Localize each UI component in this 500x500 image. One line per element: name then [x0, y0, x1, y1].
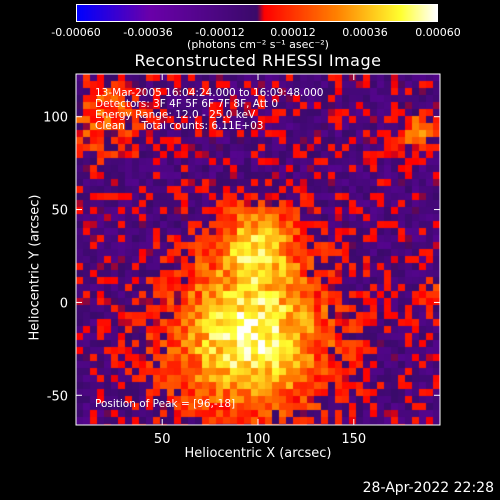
y-tick-label: 0 [60, 296, 68, 311]
annotation-clean: Clean Total counts: 6.11E+03 [95, 120, 264, 132]
colorbar-tick: -0.00060 [51, 26, 101, 39]
x-tick-label: 150 [341, 432, 366, 447]
x-tick-label: 50 [154, 432, 171, 447]
annotation-energy: Energy Range: 12.0 - 25.0 keV [95, 109, 256, 121]
chart-title: Reconstructed RHESSI Image [134, 51, 382, 70]
colorbar-gradient [77, 5, 437, 21]
x-axis-label: Heliocentric X (arcsec) [184, 446, 332, 461]
colorbar-tick: -0.00012 [195, 26, 245, 39]
timestamp: 28-Apr-2022 22:28 [362, 480, 494, 496]
y-tick-label: 50 [51, 204, 68, 219]
y-tick-label: -50 [47, 389, 68, 404]
colorbar-tick: -0.00036 [123, 26, 173, 39]
heatmap-image [76, 74, 440, 425]
y-tick-label: 100 [43, 111, 68, 126]
annotation-time: 13-Mar-2005 16:04:24.000 to 16:09:48.000 [95, 87, 324, 99]
y-axis-label: Heliocentric Y (arcsec) [27, 194, 43, 341]
x-tick-label: 100 [246, 432, 271, 447]
colorbar-units: (photons cm⁻² s⁻¹ asec⁻²) [187, 38, 329, 51]
peak-position-label: Position of Peak = [96,-18] [95, 398, 236, 410]
colorbar-tick: 0.00036 [342, 26, 388, 39]
annotation-detectors: Detectors: 3F 4F 5F 6F 7F 8F, Att 0 [95, 98, 279, 110]
colorbar-tick: 0.00012 [270, 26, 316, 39]
colorbar [76, 4, 438, 22]
axis-ticks: 50 100 150 -50 0 50 100 [43, 74, 440, 447]
colorbar-tick: 0.00060 [415, 26, 461, 39]
